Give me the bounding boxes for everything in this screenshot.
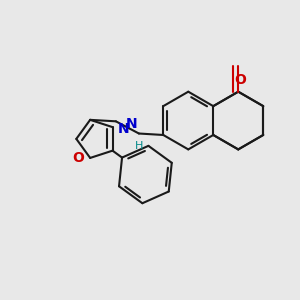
Text: O: O (234, 73, 246, 87)
Text: H: H (135, 141, 144, 151)
Text: N: N (118, 122, 130, 136)
Text: O: O (72, 151, 84, 165)
Text: N: N (126, 117, 137, 131)
